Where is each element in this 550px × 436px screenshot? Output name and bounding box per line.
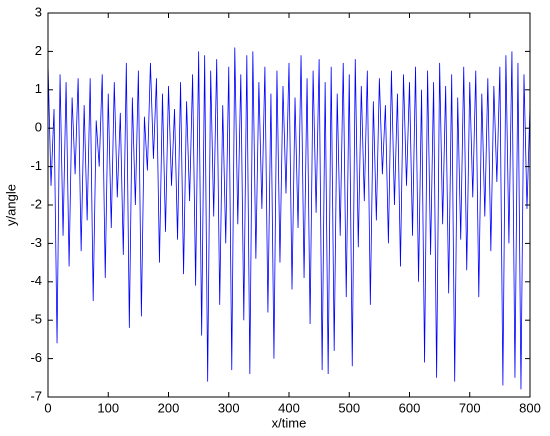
y-tick-label: -7 — [30, 388, 42, 403]
data-line — [47, 47, 531, 390]
x-tick-label: 500 — [338, 400, 360, 415]
y-tick-label: 0 — [35, 120, 42, 135]
x-tick-label: 300 — [218, 400, 240, 415]
y-tick-label: -6 — [30, 350, 42, 365]
y-tick-label: -4 — [30, 273, 42, 288]
x-tick-label: 800 — [519, 400, 541, 415]
y-axis-label: y/angle — [3, 184, 18, 226]
x-tick-label: 100 — [97, 400, 119, 415]
x-tick-label: 600 — [399, 400, 421, 415]
x-tick-label: 0 — [44, 400, 51, 415]
x-tick-label: 200 — [158, 400, 180, 415]
y-tick-label: -2 — [30, 196, 42, 211]
y-tick-label: -5 — [30, 312, 42, 327]
x-tick-label: 400 — [278, 400, 300, 415]
y-tick-label: -3 — [30, 235, 42, 250]
x-axis-label: x/time — [272, 415, 307, 430]
x-tick-label: 700 — [459, 400, 481, 415]
y-tick-label: 2 — [35, 43, 42, 58]
y-tick-label: 3 — [35, 4, 42, 19]
y-tick-label: -1 — [30, 158, 42, 173]
y-tick-label: 1 — [35, 81, 42, 96]
